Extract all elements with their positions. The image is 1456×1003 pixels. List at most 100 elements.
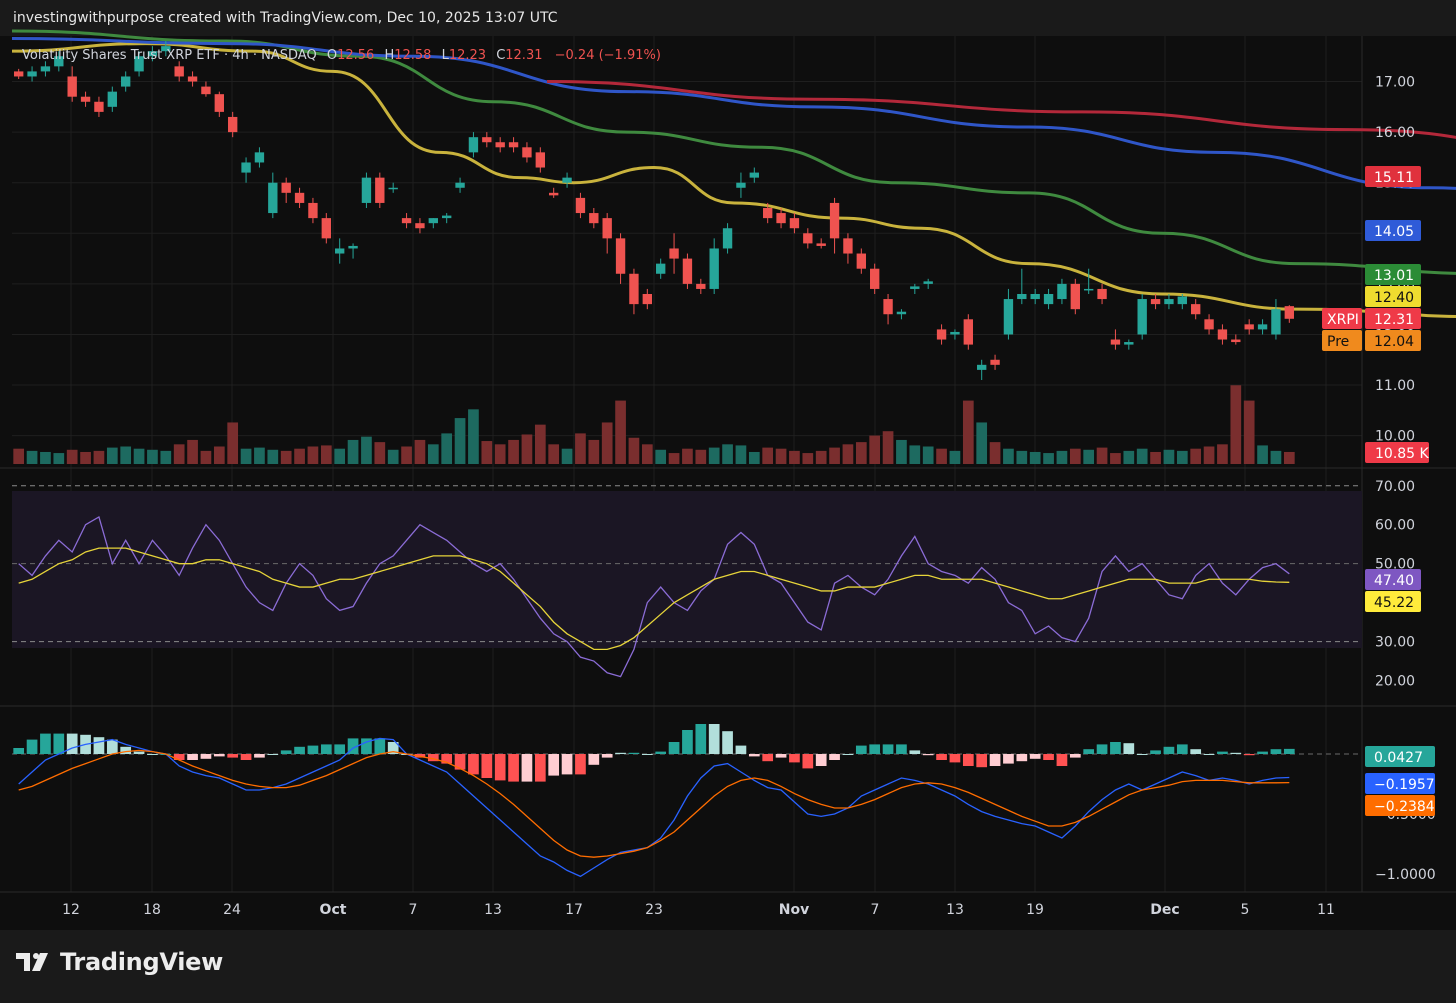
candle-body: [562, 177, 572, 183]
time-tick-label: 7: [409, 902, 418, 918]
macd-histogram-bar: [1110, 742, 1121, 754]
candle-body: [161, 46, 171, 52]
tradingview-logo-icon: [16, 953, 48, 971]
credit-text: investingwithpurpose created with Tradin…: [13, 10, 558, 26]
macd-histogram-bar: [1136, 754, 1148, 755]
macd-histogram-bar: [1069, 754, 1081, 758]
macd-histogram-bar: [1283, 748, 1295, 754]
macd-badge-value: −0.2384: [1374, 799, 1435, 815]
candle-body: [1177, 296, 1187, 305]
volume-bar: [695, 449, 707, 464]
volume-badge-value: 10.85 K: [1375, 446, 1430, 462]
chart-area[interactable]: 70.0060.0050.0040.0030.0020.0047.4045.22…: [0, 0, 1456, 930]
macd-histogram-bar: [762, 754, 774, 762]
candle-body: [843, 238, 853, 254]
volume-bar: [53, 453, 65, 464]
volume-bar: [829, 447, 840, 464]
candle-body: [1043, 294, 1054, 305]
legend-line: Volatility Shares Trust XRP ETF · 4h · N…: [22, 48, 661, 63]
candle-body: [361, 177, 372, 203]
legend-symbol: Volatility Shares Trust XRP ETF · 4h · N…: [22, 48, 317, 63]
volume-bar: [494, 444, 506, 464]
volume-bar: [869, 435, 881, 464]
volume-bar: [213, 446, 225, 464]
volume-bar: [26, 450, 38, 464]
macd-histogram-bar: [334, 744, 346, 754]
macd-histogram-bar: [106, 739, 118, 754]
price-badge-label: XRPI: [1327, 312, 1359, 328]
time-tick-label: 11: [1317, 902, 1335, 918]
volume-bar: [481, 441, 493, 464]
macd-histogram-bar: [374, 738, 386, 754]
candle-body: [963, 319, 973, 345]
candle-body: [1244, 324, 1254, 330]
candle-body: [228, 116, 238, 133]
macd-histogram-bar: [722, 731, 733, 754]
macd-histogram-bar: [187, 754, 198, 760]
candle-body: [321, 218, 331, 239]
candle-body: [1191, 304, 1201, 315]
volume-bar: [641, 444, 653, 464]
macd-histogram-bar: [989, 754, 1001, 766]
macd-histogram-bar: [1123, 743, 1135, 754]
price-badge-value: 12.40: [1374, 290, 1414, 306]
volume-bar: [855, 442, 867, 464]
candle-body: [910, 286, 920, 289]
candle-body: [468, 137, 479, 153]
candles: [14, 41, 1294, 380]
volume-bar: [575, 433, 586, 464]
tradingview-logo[interactable]: TradingView: [16, 948, 223, 976]
candle-body: [803, 233, 813, 244]
rsi-tick-label: 70.00: [1375, 479, 1415, 495]
macd-histogram-bar: [922, 754, 934, 756]
volume-bars: [13, 385, 1295, 464]
volume-bar: [1056, 450, 1068, 464]
time-tick-label: 18: [143, 902, 161, 918]
volume-bar: [722, 444, 733, 464]
time-tick-label: 7: [871, 902, 880, 918]
candle-body: [415, 223, 425, 229]
macd-histogram-bar: [213, 754, 225, 757]
volume-bar: [628, 437, 640, 464]
candle-body: [1271, 309, 1281, 335]
volume-bar: [468, 409, 479, 464]
volume-bar: [615, 400, 626, 464]
macd-histogram-bar: [120, 746, 132, 754]
macd-histogram-bar: [802, 754, 814, 769]
macd-histogram-bar: [1096, 744, 1108, 754]
macd-histogram-bar: [13, 748, 25, 754]
volume-bar: [361, 436, 372, 464]
candle-body: [1084, 288, 1094, 291]
macd-series-line: [18, 749, 1290, 858]
macd-histogram-bar: [842, 754, 854, 755]
volume-bar: [454, 418, 466, 464]
time-tick-label: Oct: [320, 902, 347, 918]
macd-histogram-bar: [347, 738, 359, 754]
price-badge: [1365, 166, 1421, 187]
candle-body: [80, 96, 91, 102]
candle-body: [254, 152, 265, 163]
volume-bar: [227, 422, 239, 464]
candle-body: [442, 215, 452, 219]
macd-histogram-bar: [280, 750, 292, 754]
macd-histogram-bar: [387, 742, 399, 754]
volume-bar: [1110, 453, 1121, 464]
volume-bar: [1176, 450, 1188, 464]
time-tick-label: 13: [484, 902, 502, 918]
volume-bar: [1217, 444, 1228, 464]
macd-histogram-bar: [441, 754, 453, 764]
legend-low-label: L: [442, 48, 450, 63]
volume-bar: [748, 451, 760, 464]
candle-body: [94, 101, 104, 112]
macd-histogram-bar: [361, 738, 372, 754]
candle-body: [789, 218, 800, 229]
candle-body: [816, 243, 826, 246]
volume-bar: [427, 444, 439, 464]
candle-body: [1097, 288, 1107, 300]
candle-body: [615, 238, 626, 274]
macd-histogram-bar: [936, 754, 947, 760]
volume-bar: [962, 400, 974, 464]
volume-bar: [735, 445, 747, 464]
volume-bar: [775, 448, 787, 464]
candle-body: [522, 147, 532, 158]
